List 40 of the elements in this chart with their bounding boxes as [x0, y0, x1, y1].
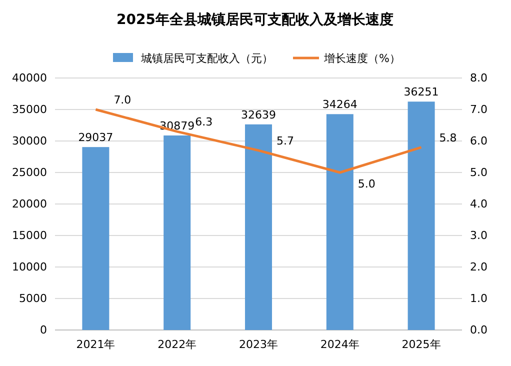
x-tick-label: 2023年 [239, 338, 278, 351]
y2-tick-label: 5.0 [470, 166, 488, 180]
y-tick-label: 25000 [12, 166, 47, 180]
x-tick-label: 2024年 [320, 338, 360, 351]
data-label: 5.7 [276, 134, 294, 148]
bar [82, 147, 110, 330]
data-label: 5.0 [358, 178, 376, 190]
x-tick-label: 2022年 [158, 338, 197, 351]
data-label: 36251 [404, 86, 439, 99]
bar [326, 114, 354, 330]
data-label: 29037 [78, 131, 114, 144]
y-tick-label: 20000 [12, 198, 47, 211]
data-label: 7.0 [114, 94, 132, 106]
data-label: 6.3 [195, 116, 213, 129]
legend-label: 增长速度（%） [323, 52, 400, 65]
x-tick-label: 2021年 [76, 338, 116, 351]
y2-tick-label: 8.0 [470, 72, 488, 85]
x-tick-label: 2025年 [402, 338, 441, 351]
y2-tick-label: 2.0 [470, 260, 488, 274]
bar [245, 124, 272, 330]
data-label: 34264 [322, 98, 358, 112]
y-tick-label: 30000 [12, 134, 47, 148]
legend-label: 城镇居民可支配收入（元） [140, 52, 273, 65]
y-tick-label: 0 [40, 324, 47, 337]
bar [408, 102, 435, 330]
y2-tick-label: 4.0 [470, 198, 488, 211]
y-tick-label: 5000 [19, 292, 47, 306]
bar [164, 135, 191, 330]
y-tick-label: 40000 [12, 72, 47, 85]
data-label: 5.8 [439, 131, 457, 144]
y2-tick-label: 0.0 [470, 324, 488, 337]
y2-tick-label: 3.0 [470, 229, 488, 242]
chart-title: 2025年全县城镇居民可支配收入及增长速度 [116, 11, 394, 28]
data-label: 32639 [241, 108, 276, 122]
y2-tick-label: 7.0 [470, 103, 488, 116]
y-tick-label: 10000 [12, 260, 47, 274]
y-tick-label: 35000 [12, 103, 47, 116]
y2-tick-label: 6.0 [470, 134, 488, 148]
y2-tick-label: 1.0 [470, 292, 488, 306]
y-tick-label: 15000 [12, 229, 47, 242]
